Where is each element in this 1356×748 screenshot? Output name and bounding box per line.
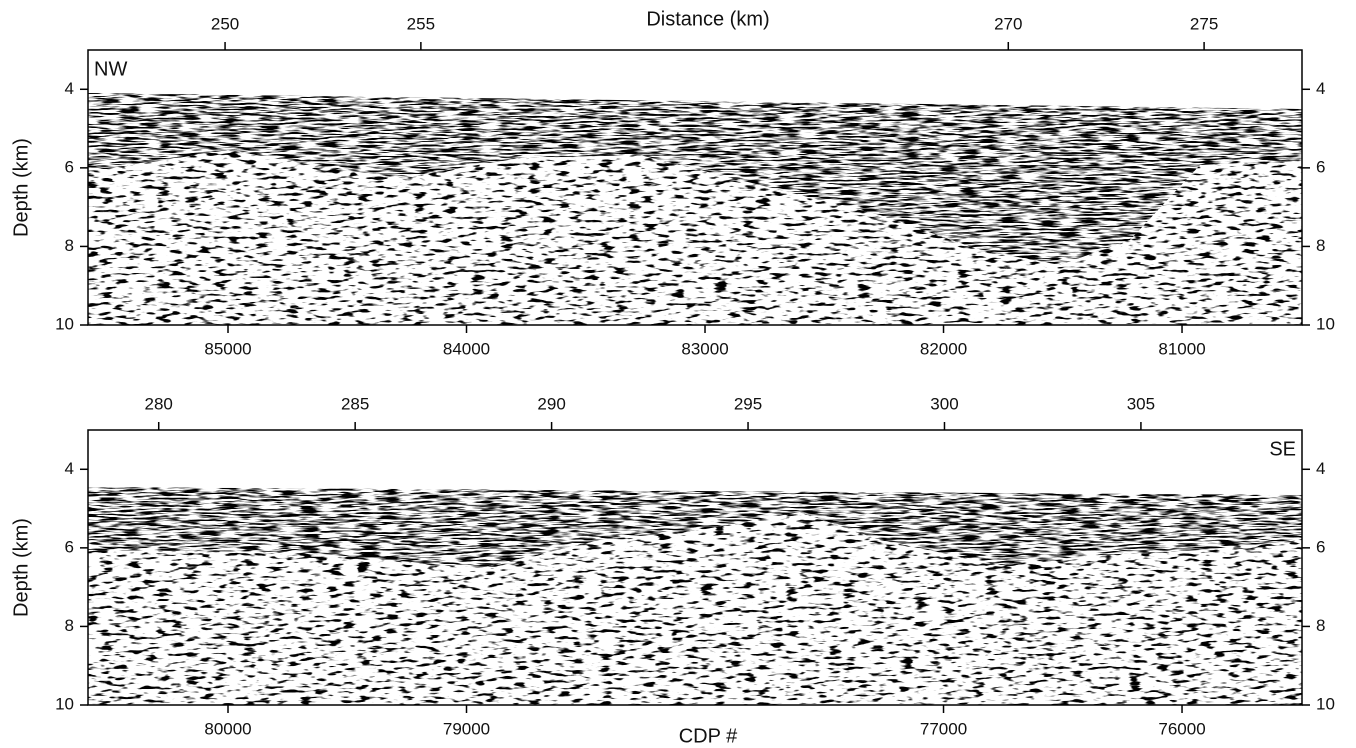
y-tick-label: 6	[65, 157, 74, 176]
x-tick-label: 81000	[1158, 339, 1205, 358]
y-tick-label: 6	[65, 537, 74, 556]
y-axis-label: Depth (km)	[10, 518, 32, 617]
x-axis-label: CDP #	[679, 725, 738, 747]
top-x-tick-label: 305	[1127, 394, 1155, 413]
x-tick-label: 79000	[443, 719, 490, 738]
panel-annotation: NW	[94, 58, 127, 80]
x-tick-label: 83000	[681, 339, 728, 358]
y-tick-label: 4	[65, 79, 74, 98]
plot-frame	[87, 429, 1303, 706]
y-tick-label-right: 8	[1316, 616, 1325, 635]
y-tick-label-right: 4	[1316, 79, 1325, 98]
top-x-tick-label: 300	[930, 394, 958, 413]
top-axis-label: Distance (km)	[646, 8, 769, 30]
x-tick-label: 77000	[920, 719, 967, 738]
y-axis-label: Depth (km)	[10, 138, 32, 237]
seismic-image-top	[88, 93, 1302, 325]
x-tick-label: 76000	[1158, 719, 1205, 738]
top-x-tick-label: 290	[537, 394, 565, 413]
y-tick-label: 4	[65, 459, 74, 478]
y-tick-label-right: 6	[1316, 157, 1325, 176]
top-x-tick-label: 250	[211, 14, 239, 33]
x-tick-label: 82000	[920, 339, 967, 358]
top-x-tick-label: 295	[734, 394, 762, 413]
y-tick-label: 10	[55, 314, 74, 333]
top-x-tick-label: 255	[407, 14, 435, 33]
y-tick-label: 10	[55, 694, 74, 713]
top-x-tick-label: 270	[994, 14, 1022, 33]
x-tick-label: 80000	[204, 719, 251, 738]
y-tick-label: 8	[65, 236, 74, 255]
y-tick-label-right: 6	[1316, 537, 1325, 556]
y-tick-label: 8	[65, 616, 74, 635]
seismic-image-bottom	[88, 487, 1302, 705]
y-tick-label-right: 10	[1316, 694, 1335, 713]
x-tick-label: 85000	[204, 339, 251, 358]
panel-annotation: SE	[1269, 438, 1296, 460]
y-tick-label-right: 10	[1316, 314, 1335, 333]
y-tick-label-right: 8	[1316, 236, 1325, 255]
top-x-tick-label: 275	[1190, 14, 1218, 33]
top-x-tick-label: 280	[145, 394, 173, 413]
y-tick-label-right: 4	[1316, 459, 1325, 478]
plot-frame	[87, 49, 1303, 326]
top-x-tick-label: 285	[341, 394, 369, 413]
x-tick-label: 84000	[443, 339, 490, 358]
